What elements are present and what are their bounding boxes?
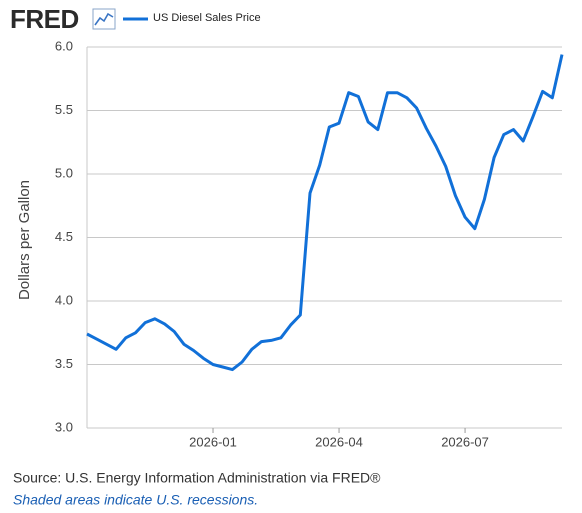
legend-label: US Diesel Sales Price (153, 12, 261, 24)
logo-icon (92, 8, 116, 30)
y-tick-label: 4.0 (55, 292, 73, 307)
recession-note: Shaded areas indicate U.S. recessions. (13, 492, 258, 508)
logo: FRED (10, 4, 79, 34)
y-tick-label: 6.0 (55, 38, 73, 53)
x-tick-label: 2026-07 (441, 434, 489, 449)
y-tick-label: 3.5 (55, 356, 73, 371)
data-line (86, 54, 564, 372)
y-tick-label: 4.5 (55, 229, 73, 244)
x-tick-label: 2026-01 (189, 434, 237, 449)
x-tick-label: 2026-04 (315, 434, 363, 449)
y-tick-label: 5.0 (55, 165, 73, 180)
y-tick-label: 3.0 (55, 419, 73, 434)
source-note: Source: U.S. Energy Information Administ… (13, 470, 381, 486)
y-tick-label: 5.5 (55, 102, 73, 117)
y-axis-label: Dollars per Gallon (16, 180, 33, 300)
